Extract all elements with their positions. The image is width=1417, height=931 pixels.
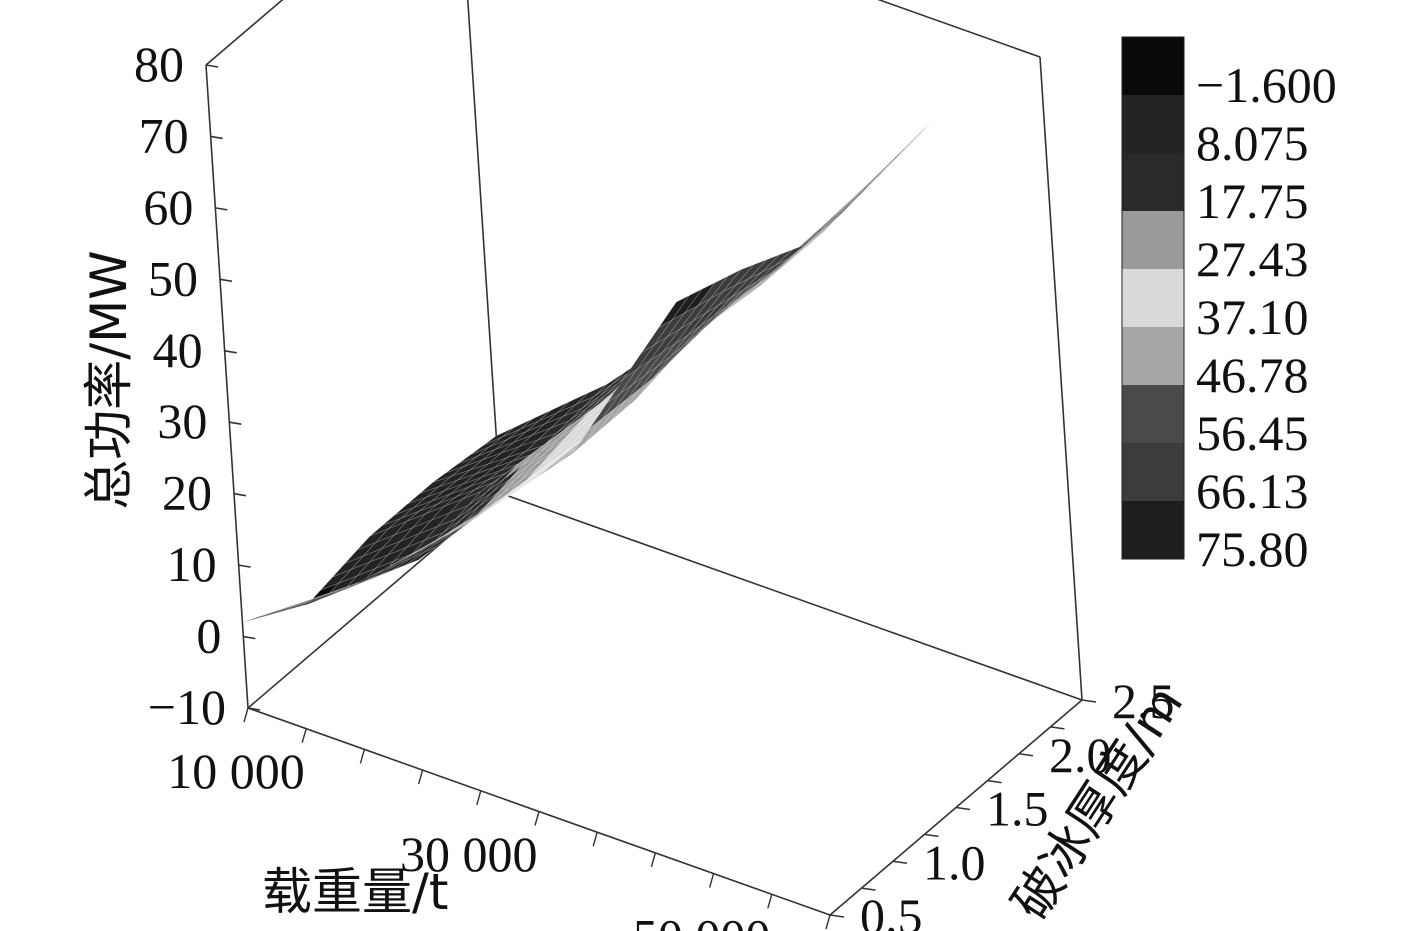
z-tick-label: 80 [134, 36, 184, 92]
surface-patch [735, 259, 767, 286]
colorbar-band [1122, 443, 1184, 502]
z-axis-title: 总功率/MW [80, 250, 138, 509]
x-tick-mark [534, 811, 540, 826]
axis-edge [1039, 56, 1083, 701]
z-tick-label: −10 [148, 679, 226, 735]
x-tick-label: 10 000 [167, 743, 305, 799]
x-tick-label: 50 000 [633, 909, 771, 931]
colorbar-label: 75.80 [1196, 521, 1309, 577]
y-tick-mark [1081, 699, 1097, 703]
z-tick-label: 50 [148, 250, 198, 306]
x-tick-mark [825, 914, 831, 930]
y-tick-mark [987, 779, 1002, 784]
x-tick-mark [708, 873, 715, 888]
z-tick-mark [238, 564, 251, 568]
z-tick-mark [215, 207, 228, 211]
z-tick-label: 60 [143, 179, 193, 235]
colorbar-band [1122, 153, 1184, 212]
axis-edge [205, 0, 284, 66]
x-tick-mark [592, 832, 598, 847]
y-axis-ticks: 0.51.01.52.02.5 [829, 673, 1175, 931]
colorbar-frame [1121, 36, 1185, 560]
z-tick-label: 0 [196, 608, 221, 664]
z-tick-mark [247, 707, 261, 711]
x-tick-label: 30 000 [400, 826, 538, 882]
surface-patch [710, 269, 741, 299]
y-tick-mark [1018, 753, 1034, 757]
x-tick-mark [243, 707, 249, 723]
colorbar-label: 8.075 [1196, 115, 1309, 171]
z-tick-mark [229, 421, 242, 426]
y-tick-label: 2.0 [1049, 727, 1112, 783]
surface-patch [684, 282, 716, 314]
y-tick-label: 2.5 [1112, 673, 1175, 729]
x-axis-title: 载重量/t [262, 863, 448, 921]
x-tick-mark [767, 894, 773, 909]
colorbar-label: −1.600 [1196, 57, 1337, 113]
z-tick-mark [210, 135, 223, 140]
colorbar-label: 17.75 [1196, 173, 1309, 229]
colorbar-band [1122, 95, 1184, 154]
colorbar-label: 66.13 [1196, 463, 1309, 519]
surface-patch [748, 254, 780, 279]
colorbar: −1.6008.07517.7527.4337.1046.7856.4566.1… [1121, 36, 1337, 577]
z-tick-mark [233, 492, 247, 497]
y-tick-label: 1.5 [986, 781, 1049, 837]
y-tick-mark [955, 806, 971, 811]
z-tick-mark [243, 635, 256, 640]
z-tick-label: 20 [162, 465, 212, 521]
surface-plot [242, 122, 931, 623]
axis-edge [877, 0, 1041, 58]
colorbar-band [1122, 211, 1184, 270]
z-tick-mark [224, 349, 237, 354]
colorbar-band [1122, 37, 1184, 96]
x-tick-mark [417, 769, 424, 785]
z-tick-label: 70 [139, 107, 189, 163]
y-tick-mark [924, 833, 939, 838]
colorbar-label: 46.78 [1196, 347, 1309, 403]
axis-edge [499, 492, 1083, 701]
z-tick-mark [219, 278, 233, 283]
surface-patch [658, 295, 690, 328]
axis-edge [466, 0, 501, 494]
x-tick-mark [476, 790, 482, 805]
surface-patch [837, 183, 869, 213]
z-tick-mark [205, 64, 219, 68]
y-tick-mark [892, 860, 908, 864]
axis-edge [788, 272, 830, 915]
z-tick-label: 10 [167, 536, 217, 592]
colorbar-band [1122, 327, 1184, 386]
y-tick-mark [861, 887, 876, 891]
surface-patch [824, 195, 856, 225]
axis-edge [205, 64, 249, 709]
y-tick-label: 1.0 [923, 834, 986, 890]
colorbar-band [1122, 385, 1184, 444]
axes-box [205, 0, 1083, 916]
colorbar-label: 27.43 [1196, 231, 1309, 287]
z-tick-label: 30 [157, 393, 207, 449]
colorbar-band [1122, 501, 1184, 560]
colorbar-band [1122, 269, 1184, 328]
surface-patch [697, 275, 729, 307]
x-axis-ticks: 10 000 30 000 50 000 [167, 707, 831, 931]
z-axis-ticks: 80 70 60 50 40 30 20 10 0 −10 [134, 36, 261, 735]
y-tick-mark [829, 914, 845, 918]
x-tick-mark [650, 852, 657, 868]
x-tick-mark [301, 728, 307, 743]
z-tick-label: 40 [153, 322, 203, 378]
surface-patch [849, 171, 881, 201]
x-tick-mark [359, 749, 366, 764]
y-tick-label: 0.5 [860, 888, 923, 931]
colorbar-label: 37.10 [1196, 289, 1309, 345]
y-tick-mark [1050, 726, 1065, 730]
colorbar-label: 56.45 [1196, 405, 1309, 461]
